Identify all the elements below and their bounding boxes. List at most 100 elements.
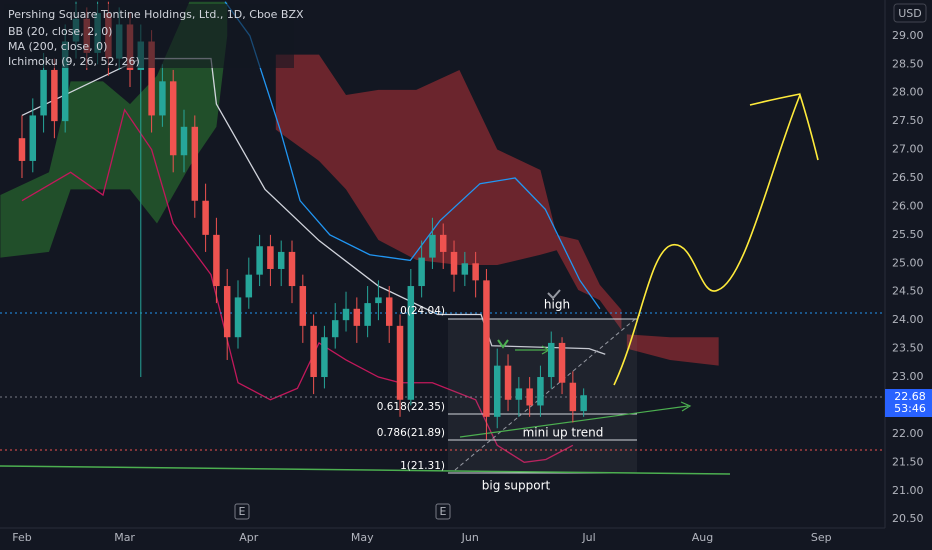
currency-box[interactable] [893, 3, 927, 23]
trend-arrow [680, 401, 692, 412]
earnings-marker[interactable] [435, 503, 451, 520]
y-tick-label: 21.50 [892, 455, 924, 468]
earnings-marker[interactable] [234, 503, 250, 520]
cloud-area [275, 54, 622, 330]
y-tick-label: 24.50 [892, 285, 924, 298]
note: big support [482, 479, 551, 493]
note: high [544, 298, 570, 312]
fib-label: 0(24.04) [400, 305, 445, 317]
trend-line [459, 405, 689, 438]
x-tick-label: Apr [239, 531, 259, 544]
fib-label: 1(21.31) [400, 460, 445, 472]
candle-body [364, 303, 371, 326]
price-tag [885, 389, 932, 417]
currency[interactable]: USD [898, 7, 922, 20]
y-tick-label: 26.50 [892, 171, 924, 184]
last-price: 22.68 [894, 390, 926, 403]
projection-arrow [749, 93, 801, 106]
candle-body [321, 337, 328, 378]
candle-body [558, 342, 566, 383]
candle-body [450, 251, 458, 275]
cloud-area [626, 334, 719, 366]
candle-body [580, 395, 587, 412]
x-tick-label: Mar [114, 531, 135, 544]
candle-body [245, 274, 253, 298]
candle-body [342, 308, 350, 321]
candle-body [180, 126, 188, 156]
y-tick-label: 20.50 [892, 512, 924, 525]
projection-curve [613, 92, 819, 386]
candle-body [169, 81, 177, 156]
candle-body [61, 41, 69, 122]
candle-body [202, 200, 209, 235]
candle-body [310, 325, 317, 378]
y-tick-label: 28.00 [892, 86, 924, 99]
candle-body [277, 251, 285, 269]
earnings-label[interactable]: E [239, 505, 246, 518]
candle-body [191, 126, 199, 201]
candle-body [51, 69, 58, 122]
candle-body [515, 388, 523, 400]
x-tick-label: Jun [461, 531, 479, 544]
candle-body [29, 115, 37, 161]
fib-label: 0.618(22.35) [377, 401, 445, 413]
legend-bg [4, 4, 294, 68]
candle-body [375, 297, 382, 304]
y-tick-label: 23.50 [892, 342, 924, 355]
check-marker [547, 289, 561, 300]
down-marker [497, 339, 509, 349]
candle-body [385, 297, 393, 326]
candle-body [148, 41, 155, 116]
candle-body [569, 382, 577, 412]
candle-body [396, 325, 404, 400]
candle-body [407, 286, 415, 400]
x-tick-label: Aug [692, 531, 713, 544]
candle-body [299, 286, 307, 326]
y-tick-label: 21.00 [892, 484, 924, 497]
candle-body [256, 246, 263, 275]
y-tick-label: 22.00 [892, 427, 924, 440]
candle-body [548, 342, 555, 378]
candle-body [493, 365, 501, 417]
note: mini up trend [523, 426, 604, 440]
dashed-trend [454, 314, 641, 471]
candle-body [504, 365, 512, 400]
legend-indicator[interactable]: MA (200, close, 0) [8, 40, 107, 53]
y-tick-label: 23.00 [892, 370, 924, 383]
candle-body [213, 234, 220, 287]
candle-body [418, 257, 425, 287]
support-line [0, 465, 731, 475]
candle-body [429, 234, 436, 258]
candle-body [40, 69, 47, 116]
y-tick-label: 26.00 [892, 199, 924, 212]
legend-indicator[interactable]: Ichimoku (9, 26, 52, 26) [8, 55, 140, 68]
axes: 20.5021.0021.5022.0022.5023.0023.5024.00… [12, 29, 923, 544]
candle-body [18, 138, 26, 161]
candle-body [537, 377, 544, 406]
earnings-label[interactable]: E [440, 505, 447, 518]
legend-indicator[interactable]: BB (20, close, 2, 0) [8, 25, 112, 38]
fib-label: 0.786(21.89) [377, 427, 445, 439]
y-tick-label: 27.50 [892, 114, 924, 127]
candle-body [526, 388, 533, 406]
x-tick-label: Sep [811, 531, 832, 544]
y-tick-label: 28.50 [892, 57, 924, 70]
candle-body [159, 81, 166, 116]
countdown: 53:46 [894, 402, 926, 415]
candle-body [439, 234, 447, 252]
drawings [0, 92, 885, 475]
legend-title[interactable]: Pershing Square Tontine Holdings, Ltd., … [8, 8, 304, 21]
candle-body [288, 251, 296, 287]
candle-body [331, 320, 339, 338]
candle-body [483, 280, 490, 417]
candle-body [234, 297, 242, 338]
y-tick-label: 24.00 [892, 313, 924, 326]
x-tick-label: Feb [12, 531, 31, 544]
y-tick-label: 25.00 [892, 256, 924, 269]
indicator-line [224, 1, 601, 310]
candle-body [223, 286, 231, 338]
y-tick-label: 27.00 [892, 143, 924, 156]
candle-body [461, 263, 469, 275]
y-tick-label: 25.50 [892, 228, 924, 241]
